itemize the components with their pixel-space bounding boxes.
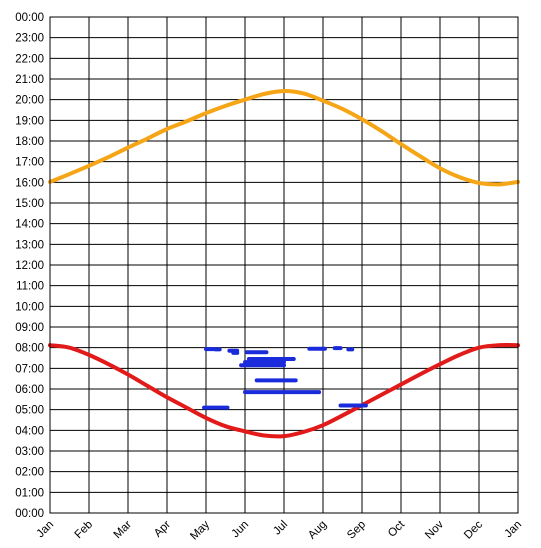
y-tick-label: 11:00: [16, 281, 44, 293]
y-tick-label: 09:00: [15, 322, 44, 334]
y-tick-label: 03:00: [15, 446, 44, 458]
y-tick-label: 13:00: [15, 239, 44, 251]
sunrise-line: [48, 343, 520, 439]
y-tick-label: 00:00: [15, 12, 44, 24]
y-tick-label: 05:00: [15, 405, 44, 417]
x-tick-label: Oct: [386, 518, 408, 540]
y-tick-label: 19:00: [15, 115, 44, 127]
y-tick-label: 23:00: [15, 33, 44, 45]
y-tick-label: 06:00: [15, 384, 44, 396]
y-tick-label: 22:00: [15, 53, 44, 65]
y-axis-ticks: 00:00 01:00 02:00 03:00 04:00 05:00 06:00 07:00…: [15, 12, 44, 520]
y-tick-label: 04:00: [15, 425, 44, 437]
y-tick-label: 14:00: [15, 219, 44, 231]
x-axis-ticks: Jan Feb Mar Apr May Jun Jul Aug Sep Oct Nov Dec Jan: [35, 518, 525, 542]
y-tick-label: 02:00: [15, 467, 44, 479]
y-tick-label: 17:00: [15, 157, 44, 169]
sunset-line: [48, 88, 520, 187]
plot-border: [49, 16, 519, 514]
y-tick-label: 15:00: [15, 198, 44, 210]
y-tick-label: 12:00: [15, 260, 44, 272]
y-tick-label: 10:00: [15, 301, 44, 313]
x-tick-label: Mar: [112, 519, 135, 542]
x-tick-label: May: [188, 518, 212, 542]
x-tick-label: Jan: [503, 519, 525, 541]
grid-lines: [49, 16, 519, 514]
x-tick-label: Apr: [152, 519, 173, 540]
y-tick-label: 08:00: [15, 343, 44, 355]
y-tick-label: 20:00: [15, 95, 44, 107]
x-tick-label: Aug: [306, 519, 329, 542]
x-tick-label: Jun: [230, 519, 252, 541]
y-tick-label: 01:00: [15, 487, 44, 499]
series-layer: [48, 88, 520, 439]
y-tick-label: 21:00: [15, 74, 44, 86]
x-tick-label: Nov: [423, 518, 446, 541]
y-tick-label: 00:00: [15, 508, 44, 520]
y-tick-label: 07:00: [15, 363, 44, 375]
x-tick-label: Dec: [462, 518, 485, 541]
x-tick-label: Feb: [73, 519, 96, 542]
x-tick-label: Jan: [35, 519, 57, 541]
observation-marks: [202, 346, 368, 410]
y-tick-label: 18:00: [15, 136, 44, 148]
x-tick-label: Sep: [345, 519, 368, 542]
y-tick-label: 16:00: [15, 177, 44, 189]
x-tick-label: Jul: [271, 519, 290, 538]
